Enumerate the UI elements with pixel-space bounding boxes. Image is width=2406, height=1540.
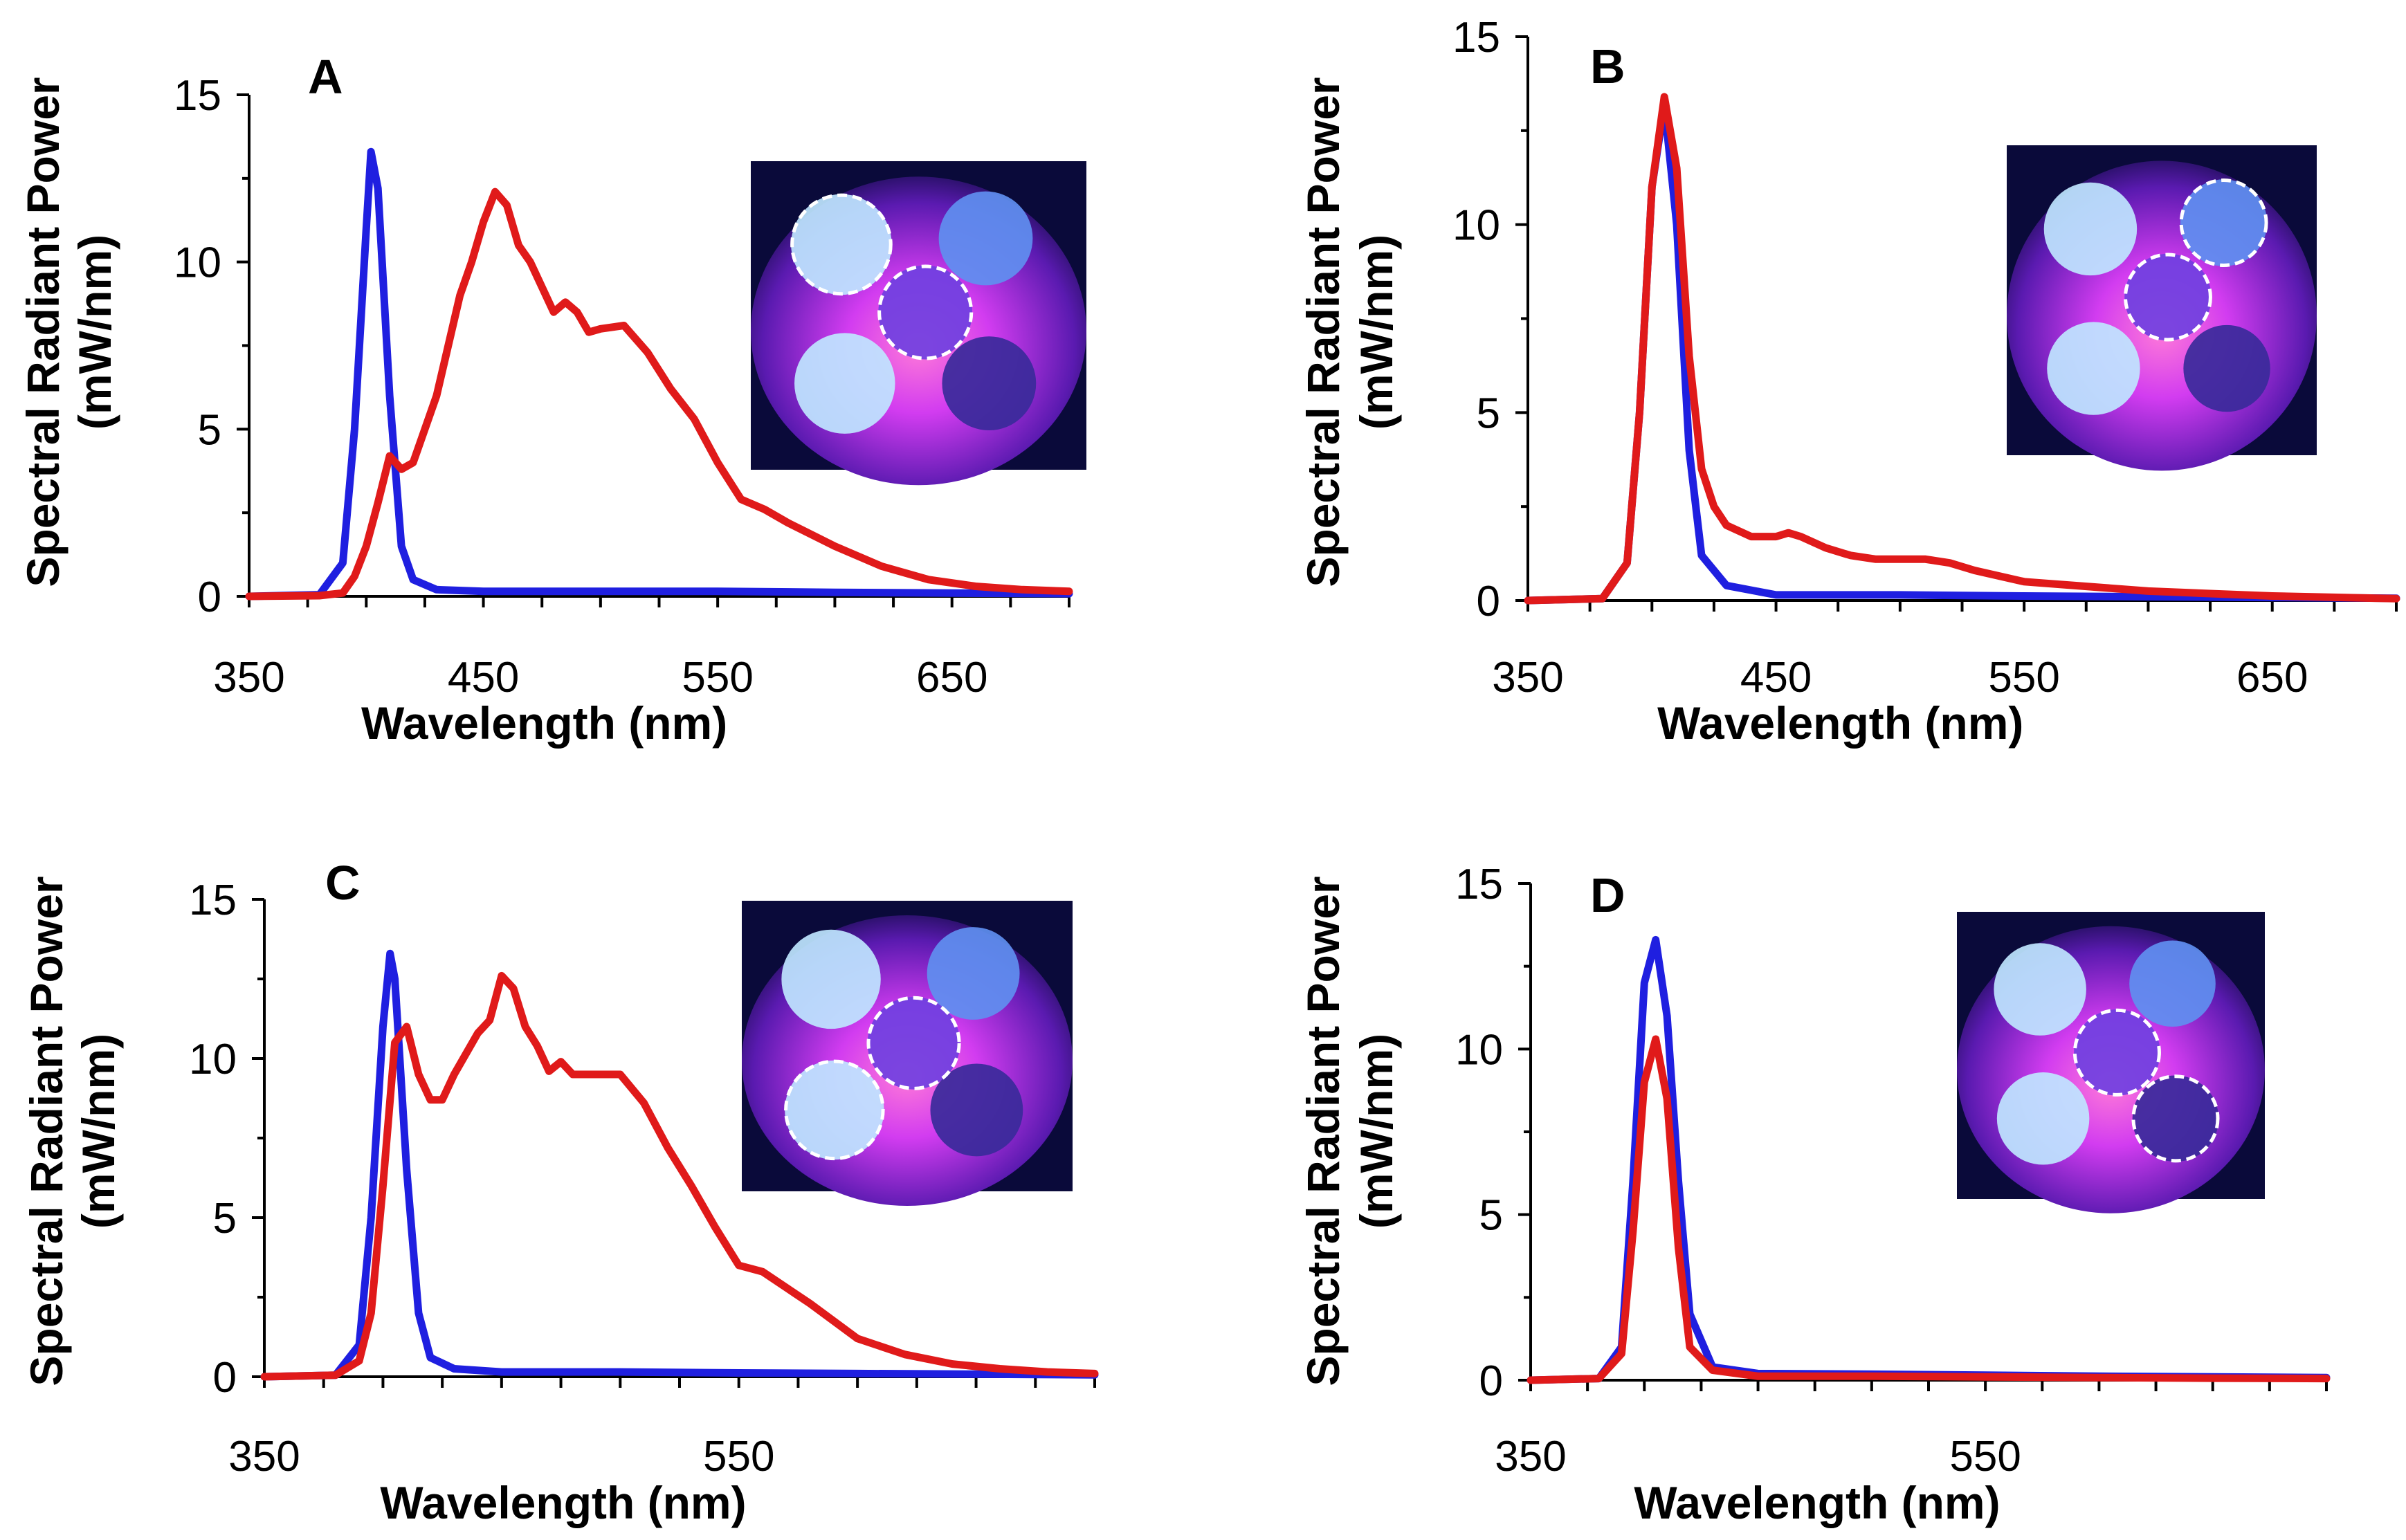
inset-photo (2007, 145, 2317, 471)
y-tick-label: 0 (213, 1354, 237, 1402)
inset-photo (751, 161, 1086, 486)
x-tick-label: 550 (1988, 654, 2059, 702)
disc-bottom-right (2132, 1075, 2219, 1162)
x-axis-title: Wavelength (nm) (380, 1477, 746, 1528)
y-axis-title: Spectral Radiant Power (1297, 77, 1349, 587)
x-tick-label: 450 (1740, 654, 1812, 702)
series-red-line (1526, 1035, 2331, 1384)
disc-bottom-left (1996, 1072, 2090, 1165)
disc-bottom-right (930, 1063, 1023, 1157)
disc-bottom-right (2183, 324, 2270, 412)
y-axis-title-units: (mW/nm) (1351, 235, 1402, 430)
x-axis-title: Wavelength (nm) (361, 697, 727, 749)
dashed-highlight-center (2072, 1008, 2161, 1097)
dashed-highlight-top-left (790, 193, 893, 296)
y-tick-label: 5 (1479, 1192, 1503, 1240)
dashed-highlight-center (2123, 253, 2212, 342)
x-tick-label: 350 (1495, 1433, 1566, 1481)
x-tick-label: 550 (703, 1433, 774, 1481)
y-tick-label: 10 (1452, 202, 1500, 250)
chart-panel-b: 350 450 550 650 0 5 10 15 Wavelength (nm) Spectra… (1297, 14, 2400, 749)
disc-top-right (938, 191, 1033, 286)
panel-letter: A (308, 50, 343, 104)
dashed-highlight-center (866, 996, 961, 1090)
disc-top-right (2129, 940, 2216, 1027)
disc-top-left (2043, 182, 2138, 276)
y-axis-title-units: (mW/nm) (73, 1034, 124, 1229)
y-axis-title: Spectral Radiant Power (1297, 876, 1349, 1386)
series-red-line (260, 971, 1099, 1381)
y-axis-title: Spectral Radiant Power (17, 77, 69, 587)
chart-panel-d: 350 550 0 5 10 15 Wavelength (nm) Spectral Radi… (1297, 861, 2331, 1528)
y-tick-label: 0 (1479, 1357, 1503, 1405)
y-axis-title: Spectral Radiant Power (21, 876, 72, 1386)
disc-bottom-right (942, 336, 1037, 431)
y-tick-label: 10 (174, 239, 221, 287)
disc-top-left (791, 194, 892, 295)
series-red-line (1524, 93, 2400, 605)
panel-letter: B (1590, 39, 1625, 93)
disc-top-right (2180, 179, 2268, 266)
disc-bottom-left (794, 333, 895, 434)
x-tick-label: 350 (213, 654, 284, 702)
inset-photo (1957, 912, 2265, 1213)
x-axis-title: Wavelength (nm) (1657, 697, 2023, 749)
x-tick-label: 350 (1492, 654, 1563, 702)
disc-center (867, 996, 960, 1090)
y-tick-label: 15 (174, 72, 221, 120)
dashed-highlight-top-right (2179, 178, 2268, 267)
disc-bottom-left (785, 1060, 884, 1160)
disc-center (2074, 1009, 2160, 1096)
disc-top-right (927, 927, 1020, 1020)
panel-letter: C (325, 856, 361, 910)
disc-center (878, 265, 973, 360)
dashed-highlight-bottom-right (2131, 1074, 2220, 1163)
x-tick-label: 350 (228, 1433, 300, 1481)
y-tick-label: 5 (213, 1195, 237, 1243)
x-tick-label: 650 (2236, 654, 2308, 702)
y-tick-label: 15 (189, 877, 237, 924)
y-tick-label: 5 (1477, 389, 1500, 437)
y-axis-title-units: (mW/nm) (1351, 1034, 1402, 1229)
y-tick-label: 5 (198, 406, 221, 454)
y-tick-label: 0 (198, 574, 221, 621)
panel-letter: D (1590, 868, 1625, 922)
series-red-line (245, 187, 1073, 601)
series-blue-line (260, 949, 1099, 1381)
series-blue-line (245, 147, 1073, 601)
x-axis-title: Wavelength (nm) (1634, 1477, 2000, 1528)
chart-panel-c: 350 550 0 5 10 15 Wavelength (nm) Spectral Radi… (21, 856, 1099, 1528)
disc-center (2124, 253, 2212, 341)
x-tick-label: 650 (916, 654, 987, 702)
x-tick-label: 450 (448, 654, 519, 702)
x-tick-label: 550 (1949, 1433, 2021, 1481)
y-tick-label: 10 (189, 1036, 237, 1083)
x-tick-label: 550 (682, 654, 753, 702)
dashed-highlight-bottom-left (784, 1059, 885, 1161)
inset-photo (742, 901, 1073, 1206)
y-axis-title-units: (mW/nm) (69, 235, 120, 430)
y-tick-label: 10 (1455, 1026, 1503, 1074)
disc-bottom-left (2047, 322, 2140, 415)
disc-top-left (1994, 943, 2086, 1036)
dashed-highlight-center (877, 264, 974, 360)
disc-top-left (781, 929, 881, 1029)
y-tick-label: 15 (1455, 861, 1503, 908)
chart-panel-a: 350 450 550 650 0 5 10 15 Wavelength (nm) Spectra… (17, 50, 1086, 749)
y-tick-label: 0 (1477, 578, 1500, 625)
y-tick-label: 15 (1452, 14, 1500, 62)
